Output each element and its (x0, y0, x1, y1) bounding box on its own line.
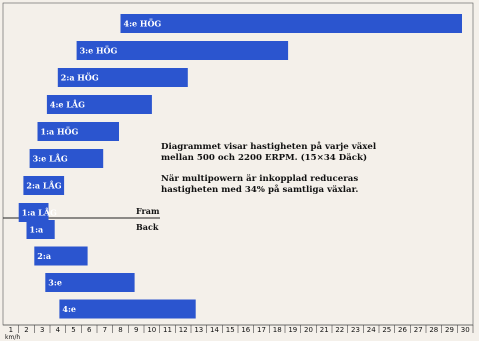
x-tick-label: 24 (367, 326, 376, 334)
x-tick-label: 27 (414, 326, 423, 334)
forward-bar-label-2: 2:a HÖG (61, 73, 99, 83)
x-tick-label: 3 (40, 326, 44, 334)
forward-bars: 4:e HÖG 3:e HÖG 2:a HÖG 4:e LÅG 1:a HÖG 3:e L… (18, 14, 462, 222)
forward-bar-label-3: 4:e LÅG (50, 100, 85, 110)
x-tick-label: 13 (194, 326, 203, 334)
forward-label: Fram (136, 206, 160, 216)
x-tick-label: 6 (87, 326, 92, 334)
x-tick-label: 26 (398, 326, 407, 334)
x-tick-label: 20 (304, 326, 313, 334)
forward-bar-4 (37, 122, 119, 141)
reverse-label: Back (136, 222, 159, 232)
reverse-bar-3 (59, 299, 196, 319)
note-line-2: mellan 500 och 2200 ERPM. (15×34 Däck) (161, 152, 367, 163)
x-axis-unit-label: km/h (5, 334, 20, 341)
x-tick-label: 4 (56, 326, 61, 334)
forward-bar-0 (120, 14, 462, 33)
reverse-bar-label-0: 1:a (30, 225, 44, 235)
x-tick-label: 21 (320, 326, 329, 334)
x-tick-label: 5 (71, 326, 75, 334)
forward-bar-label-0: 4:e HÖG (124, 19, 162, 29)
x-tick-label: 11 (163, 326, 172, 334)
x-tick-label: 8 (118, 326, 122, 334)
x-axis-ticks: 1 2 3 4 5 6 7 8 9 10 11 12 13 14 15 16 17 18 19 20 21 22 23 24 2… (9, 325, 474, 334)
reverse-bar-2 (45, 273, 135, 292)
x-tick-label: 23 (351, 326, 360, 334)
reverse-bar-0 (26, 220, 55, 239)
x-tick-label: 10 (147, 326, 156, 334)
x-tick-label: 12 (179, 326, 188, 334)
reverse-bars: 1:a 2:a 3:e 4:e (26, 220, 196, 319)
x-tick-label: 18 (273, 326, 282, 334)
chart-note: Diagrammet visar hastigheten på varje vä… (161, 140, 377, 195)
reverse-bar-label-1: 2:a (37, 251, 51, 261)
x-tick-label: 28 (429, 326, 438, 334)
note-line-3: När multipowern är inkopplad reduceras (161, 173, 358, 184)
reverse-bar-label-2: 3:e (48, 278, 62, 288)
forward-bar-3 (46, 95, 152, 114)
x-tick-label: 1 (9, 326, 13, 334)
forward-bar-7 (18, 203, 49, 222)
reverse-bar-1 (34, 246, 88, 266)
x-tick-label: 9 (134, 326, 138, 334)
x-tick-label: 30 (461, 326, 470, 334)
forward-bar-label-5: 3:e LÅG (33, 154, 68, 164)
x-tick-label: 16 (241, 326, 250, 334)
forward-bar-6 (23, 176, 65, 195)
x-tick-label: 17 (257, 326, 266, 334)
note-line-4: hastigheten med 34% på samtliga växlar. (161, 183, 358, 195)
forward-bar-label-6: 2:a LÅG (26, 181, 61, 191)
forward-bar-label-4: 1:a HÖG (41, 127, 79, 137)
forward-bar-label-7: 1:a LÅG (22, 208, 57, 218)
forward-bar-label-1: 3:e HÖG (80, 46, 118, 56)
x-tick-label: 22 (335, 326, 344, 334)
x-tick-label: 29 (445, 326, 454, 334)
x-tick-label: 25 (382, 326, 391, 334)
x-tick-label: 7 (103, 326, 107, 334)
reverse-bar-label-3: 4:e (62, 304, 76, 314)
x-tick-label: 2 (24, 326, 28, 334)
x-tick-label: 19 (288, 326, 297, 334)
x-tick-label: 14 (210, 326, 219, 334)
forward-bar-2 (57, 68, 188, 87)
forward-bar-1 (76, 41, 289, 60)
forward-bar-5 (29, 149, 104, 168)
note-line-1: Diagrammet visar hastigheten på varje vä… (161, 140, 377, 152)
x-tick-label: 15 (226, 326, 235, 334)
